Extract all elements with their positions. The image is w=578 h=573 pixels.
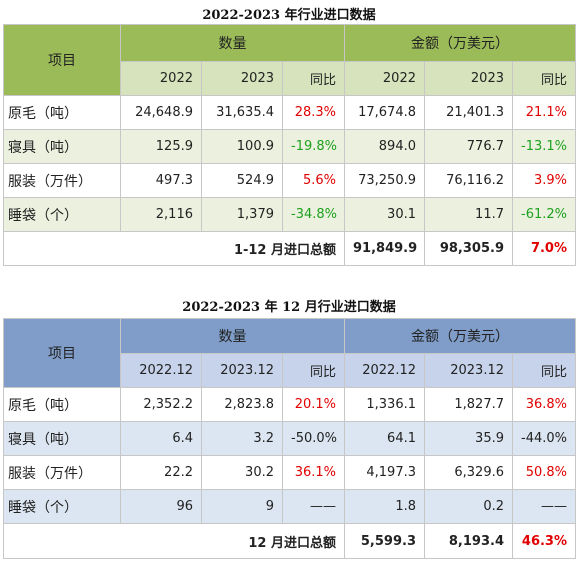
amount-yoy: 21.1% [511,95,577,130]
amount-header: 金额（万美元） [343,24,577,62]
amount-2022: 894.0 [344,129,425,164]
amount-2023: 35.9 [424,421,513,456]
amount-yoy: 3.9% [511,163,577,198]
qty-2022: 2,116 [120,197,202,232]
qty-2023: 30.2 [201,455,283,490]
qty-2023: 2,823.8 [201,387,283,422]
amount-2022: 17,674.8 [344,95,425,130]
row-label: 寝具（吨） [3,129,121,164]
table-row: 寝具（吨） 125.9 100.9 -19.8% 894.0 776.7 -13… [3,129,577,164]
total-yoy: 46.3% [511,523,577,559]
sub-header: 2022.12 [344,353,425,388]
sub-header: 2022.12 [120,353,202,388]
table-row: 服装（万件） 22.2 30.2 36.1% 4,197.3 6,329.6 5… [3,455,577,490]
table-row: 原毛（吨） 24,648.9 31,635.4 28.3% 17,674.8 2… [3,95,577,130]
item-header: 项目 [3,318,121,388]
amount-header: 金额（万美元） [343,318,577,354]
qty-2022: 96 [120,489,202,524]
qty-yoy: -34.8% [282,197,345,232]
amount-2022: 1.8 [344,489,425,524]
amount-2023: 0.2 [424,489,513,524]
quantity-header: 数量 [120,318,345,354]
total-2023: 98,305.9 [424,231,513,266]
amount-yoy: 50.8% [511,455,577,490]
table1-title: 2022-2023 年行业进口数据 [202,8,376,23]
sub-header: 2022 [120,61,202,96]
qty-yoy: 20.1% [282,387,345,422]
item-header: 项目 [3,24,121,96]
amount-yoy: -13.1% [511,129,577,164]
amount-yoy: -44.0% [511,421,577,456]
qty-2023: 524.9 [201,163,283,198]
amount-2023: 776.7 [424,129,513,164]
table-row: 服装（万件） 497.3 524.9 5.6% 73,250.9 76,116.… [3,163,577,198]
qty-2023: 3.2 [201,421,283,456]
sub-header: 2022 [344,61,425,96]
amount-2022: 30.1 [344,197,425,232]
row-label: 睡袋（个） [3,197,121,232]
qty-2023: 9 [201,489,283,524]
qty-2023: 31,635.4 [201,95,283,130]
qty-2022: 125.9 [120,129,202,164]
sub-header: 2023 [424,61,513,96]
amount-yoy: —— [511,489,577,524]
amount-2023: 21,401.3 [424,95,513,130]
december-import-table: 项目 数量 金额（万美元） 2022.12 2023.12 同比 2022.12… [3,318,577,559]
amount-2023: 11.7 [424,197,513,232]
table-row: 寝具（吨） 6.4 3.2 -50.0% 64.1 35.9 -44.0% [3,421,577,456]
row-label: 寝具（吨） [3,421,121,456]
sub-header: 2023.12 [424,353,513,388]
total-yoy: 7.0% [511,231,577,266]
total-2023: 8,193.4 [424,523,513,559]
total-row: 12 月进口总额 5,599.3 8,193.4 46.3% [3,523,577,559]
annual-import-table: 项目 数量 金额（万美元） 2022 2023 同比 2022 2023 同比 … [3,24,577,266]
table-row: 睡袋（个） 96 9 —— 1.8 0.2 —— [3,489,577,524]
row-label: 服装（万件） [3,163,121,198]
qty-yoy: 5.6% [282,163,345,198]
qty-2023: 1,379 [201,197,283,232]
total-2022: 91,849.9 [344,231,425,266]
total-row: 1-12 月进口总额 91,849.9 98,305.9 7.0% [3,231,577,266]
qty-2022: 6.4 [120,421,202,456]
row-label: 原毛（吨） [3,387,121,422]
amount-2022: 1,336.1 [344,387,425,422]
amount-yoy: 36.8% [511,387,577,422]
row-label: 服装（万件） [3,455,121,490]
sub-header: 2023 [201,61,283,96]
amount-2023: 1,827.7 [424,387,513,422]
sub-header: 同比 [511,353,577,388]
qty-2022: 24,648.9 [120,95,202,130]
qty-yoy: —— [282,489,345,524]
sub-header: 同比 [282,353,345,388]
qty-yoy: -19.8% [282,129,345,164]
table-row: 睡袋（个） 2,116 1,379 -34.8% 30.1 11.7 -61.2… [3,197,577,232]
amount-2022: 64.1 [344,421,425,456]
qty-2022: 497.3 [120,163,202,198]
table2-title: 2022-2023 年 12 月行业进口数据 [182,300,396,315]
amount-2022: 4,197.3 [344,455,425,490]
total-label: 12 月进口总额 [3,523,345,559]
amount-yoy: -61.2% [511,197,577,232]
amount-2022: 73,250.9 [344,163,425,198]
qty-yoy: 28.3% [282,95,345,130]
total-2022: 5,599.3 [344,523,425,559]
total-label: 1-12 月进口总额 [3,231,345,266]
table-row: 原毛（吨） 2,352.2 2,823.8 20.1% 1,336.1 1,82… [3,387,577,422]
amount-2023: 76,116.2 [424,163,513,198]
sub-header: 同比 [511,61,577,96]
sub-header: 同比 [282,61,345,96]
sub-header: 2023.12 [201,353,283,388]
row-label: 睡袋（个） [3,489,121,524]
amount-2023: 6,329.6 [424,455,513,490]
qty-yoy: -50.0% [282,421,345,456]
row-label: 原毛（吨） [3,95,121,130]
qty-2023: 100.9 [201,129,283,164]
quantity-header: 数量 [120,24,345,62]
qty-yoy: 36.1% [282,455,345,490]
qty-2022: 2,352.2 [120,387,202,422]
qty-2022: 22.2 [120,455,202,490]
